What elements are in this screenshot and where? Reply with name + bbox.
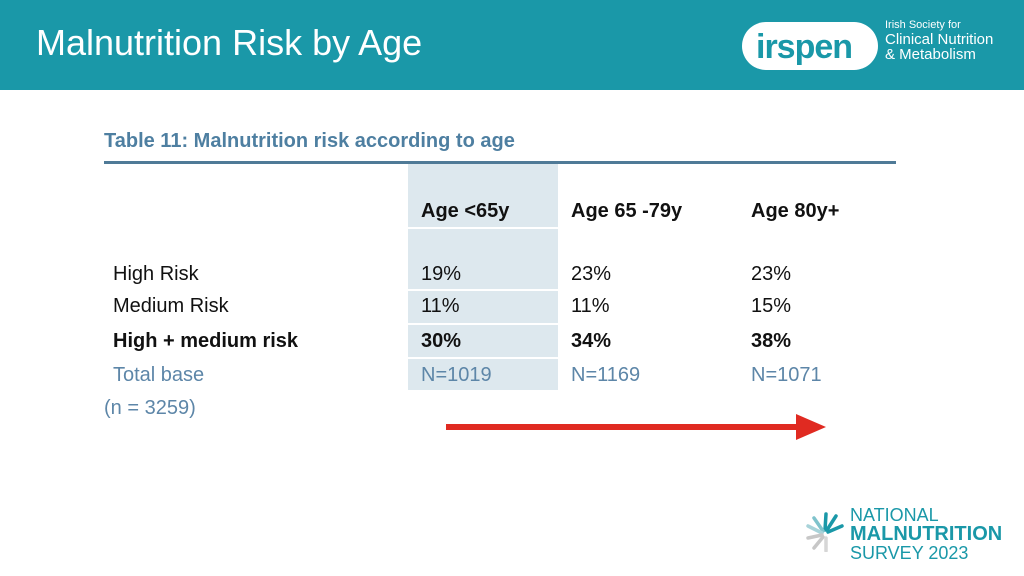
column-header-65-79: Age 65 -79y — [571, 200, 683, 222]
row-label-total-base: Total base — [113, 364, 205, 386]
table-cell: 23% — [571, 263, 612, 285]
survey-logo-line2: MALNUTRITION — [850, 523, 1003, 545]
table-cell: 11% — [421, 295, 460, 317]
row-label-high-risk: High Risk — [113, 263, 199, 285]
row-label-high-medium-risk: High + medium risk — [113, 330, 299, 352]
survey-logo-line3: SURVEY 2023 — [850, 543, 969, 563]
table-cell: 11% — [571, 295, 610, 317]
column-header-80-plus: Age 80y+ — [751, 200, 840, 222]
table-cell: 34% — [571, 330, 612, 352]
table-cell: 38% — [751, 330, 792, 352]
column-header-under-65: Age <65y — [421, 200, 510, 222]
logo-pill: irspen — [742, 22, 878, 70]
table-cell: 19% — [421, 263, 462, 285]
table-cell: 23% — [751, 263, 792, 285]
trend-arrow-icon — [446, 414, 826, 440]
survey-logo: NATIONAL MALNUTRITION SURVEY 2023 — [806, 506, 1018, 572]
survey-logo-line1: NATIONAL — [850, 505, 939, 525]
sunburst-icon — [806, 512, 844, 552]
header-bar: Malnutrition Risk by Age irspen Irish So… — [0, 0, 1024, 90]
row-separator — [408, 323, 558, 325]
logo-org-line1: Irish Society for — [885, 19, 961, 31]
table-caption: Table 11: Malnutrition risk according to… — [104, 130, 515, 152]
caption-divider — [104, 161, 896, 164]
highlight-column — [408, 164, 558, 390]
table-cell: N=1019 — [421, 364, 492, 386]
table-cell: N=1071 — [751, 364, 822, 386]
irspen-logo: irspen Irish Society for Clinical Nutrit… — [742, 18, 1012, 74]
row-label-medium-risk: Medium Risk — [113, 295, 229, 317]
logo-mark: irspen — [756, 28, 853, 66]
table-cell: 30% — [421, 330, 462, 352]
row-separator — [408, 227, 558, 229]
row-separator — [408, 357, 558, 359]
total-sample-note: (n = 3259) — [104, 397, 196, 419]
table-cell: 15% — [751, 295, 792, 317]
slide-title: Malnutrition Risk by Age — [36, 22, 423, 63]
survey-logo-text: NATIONAL MALNUTRITION SURVEY 2023 — [850, 506, 1002, 562]
table-cell: N=1169 — [571, 364, 641, 386]
logo-org-line2: Clinical Nutrition — [885, 30, 994, 48]
logo-org-name: Irish Society for Clinical Nutrition & M… — [885, 19, 994, 64]
row-separator — [408, 289, 558, 291]
logo-org-line3: & Metabolism — [885, 46, 976, 64]
